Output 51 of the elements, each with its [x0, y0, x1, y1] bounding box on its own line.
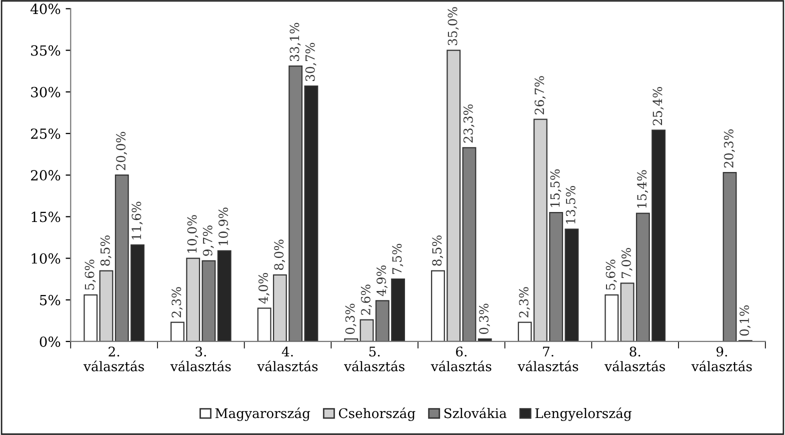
y-tick-label: 30% [31, 86, 60, 98]
x-tick-label: 5. választás [344, 346, 404, 372]
data-label: 7,5% [392, 244, 404, 274]
data-label: 8,5% [432, 236, 444, 266]
data-label: 15,5% [550, 169, 562, 207]
x-tick-label: 7. választás [518, 346, 578, 372]
data-label: 15,4% [637, 170, 648, 208]
data-label: 5,6% [84, 260, 96, 290]
y-tick-label: 25% [31, 128, 60, 139]
x-tick-label: 4. választás [257, 346, 318, 372]
x-tick-label: 3. választás [170, 346, 231, 372]
y-tick-label: 5% [40, 294, 60, 306]
data-label: 8,0% [274, 240, 286, 270]
data-label: 2,3% [172, 287, 183, 318]
data-label: 9,7% [202, 226, 214, 256]
data-label: 7,0% [621, 248, 632, 278]
data-label: 8,5% [100, 236, 112, 266]
data-label: 0,1% [740, 305, 751, 336]
data-label: 11,6% [132, 202, 143, 240]
y-tick-label: 20% [31, 170, 60, 181]
data-label: 0,3% [479, 304, 490, 334]
data-label: 2,3% [519, 287, 530, 318]
data-label: 20,3% [724, 129, 735, 168]
x-tick-label: 6. választás [430, 346, 492, 372]
data-label: 33,1% [290, 22, 301, 61]
data-label: 35,0% [448, 7, 459, 46]
legend-label: Szlovákia [444, 407, 507, 418]
data-label: 4,0% [258, 272, 270, 304]
data-label: 2,6% [360, 284, 372, 315]
y-tick-label: 15% [32, 212, 60, 222]
legend-label: Csehország [338, 407, 416, 421]
y-tick-label: 40% [30, 4, 60, 14]
data-label: 30,7% [305, 42, 316, 81]
data-label: 25,4% [652, 86, 664, 126]
data-label: 20,0% [116, 132, 128, 170]
y-tick-label: 35% [31, 45, 60, 56]
data-label: 10,0% [187, 215, 198, 253]
data-label: 4,9% [376, 265, 388, 296]
data-label: 10,9% [218, 208, 230, 246]
x-tick-label: 2. választás [83, 346, 144, 372]
x-tick-label: 8. választás [604, 346, 665, 372]
legend-label: Lengyelország [535, 407, 632, 421]
data-label: 23,3% [463, 104, 474, 143]
data-label: 0,3% [345, 304, 356, 334]
y-tick-label: 0% [40, 336, 60, 347]
data-label: 5,6% [606, 260, 617, 290]
data-label: 26,7% [534, 76, 546, 114]
legend-label: Magyarország [215, 407, 310, 421]
data-label: 13,5% [566, 186, 577, 224]
x-tick-label: 9. választás [691, 346, 752, 372]
y-tick-label: 10% [32, 253, 60, 264]
